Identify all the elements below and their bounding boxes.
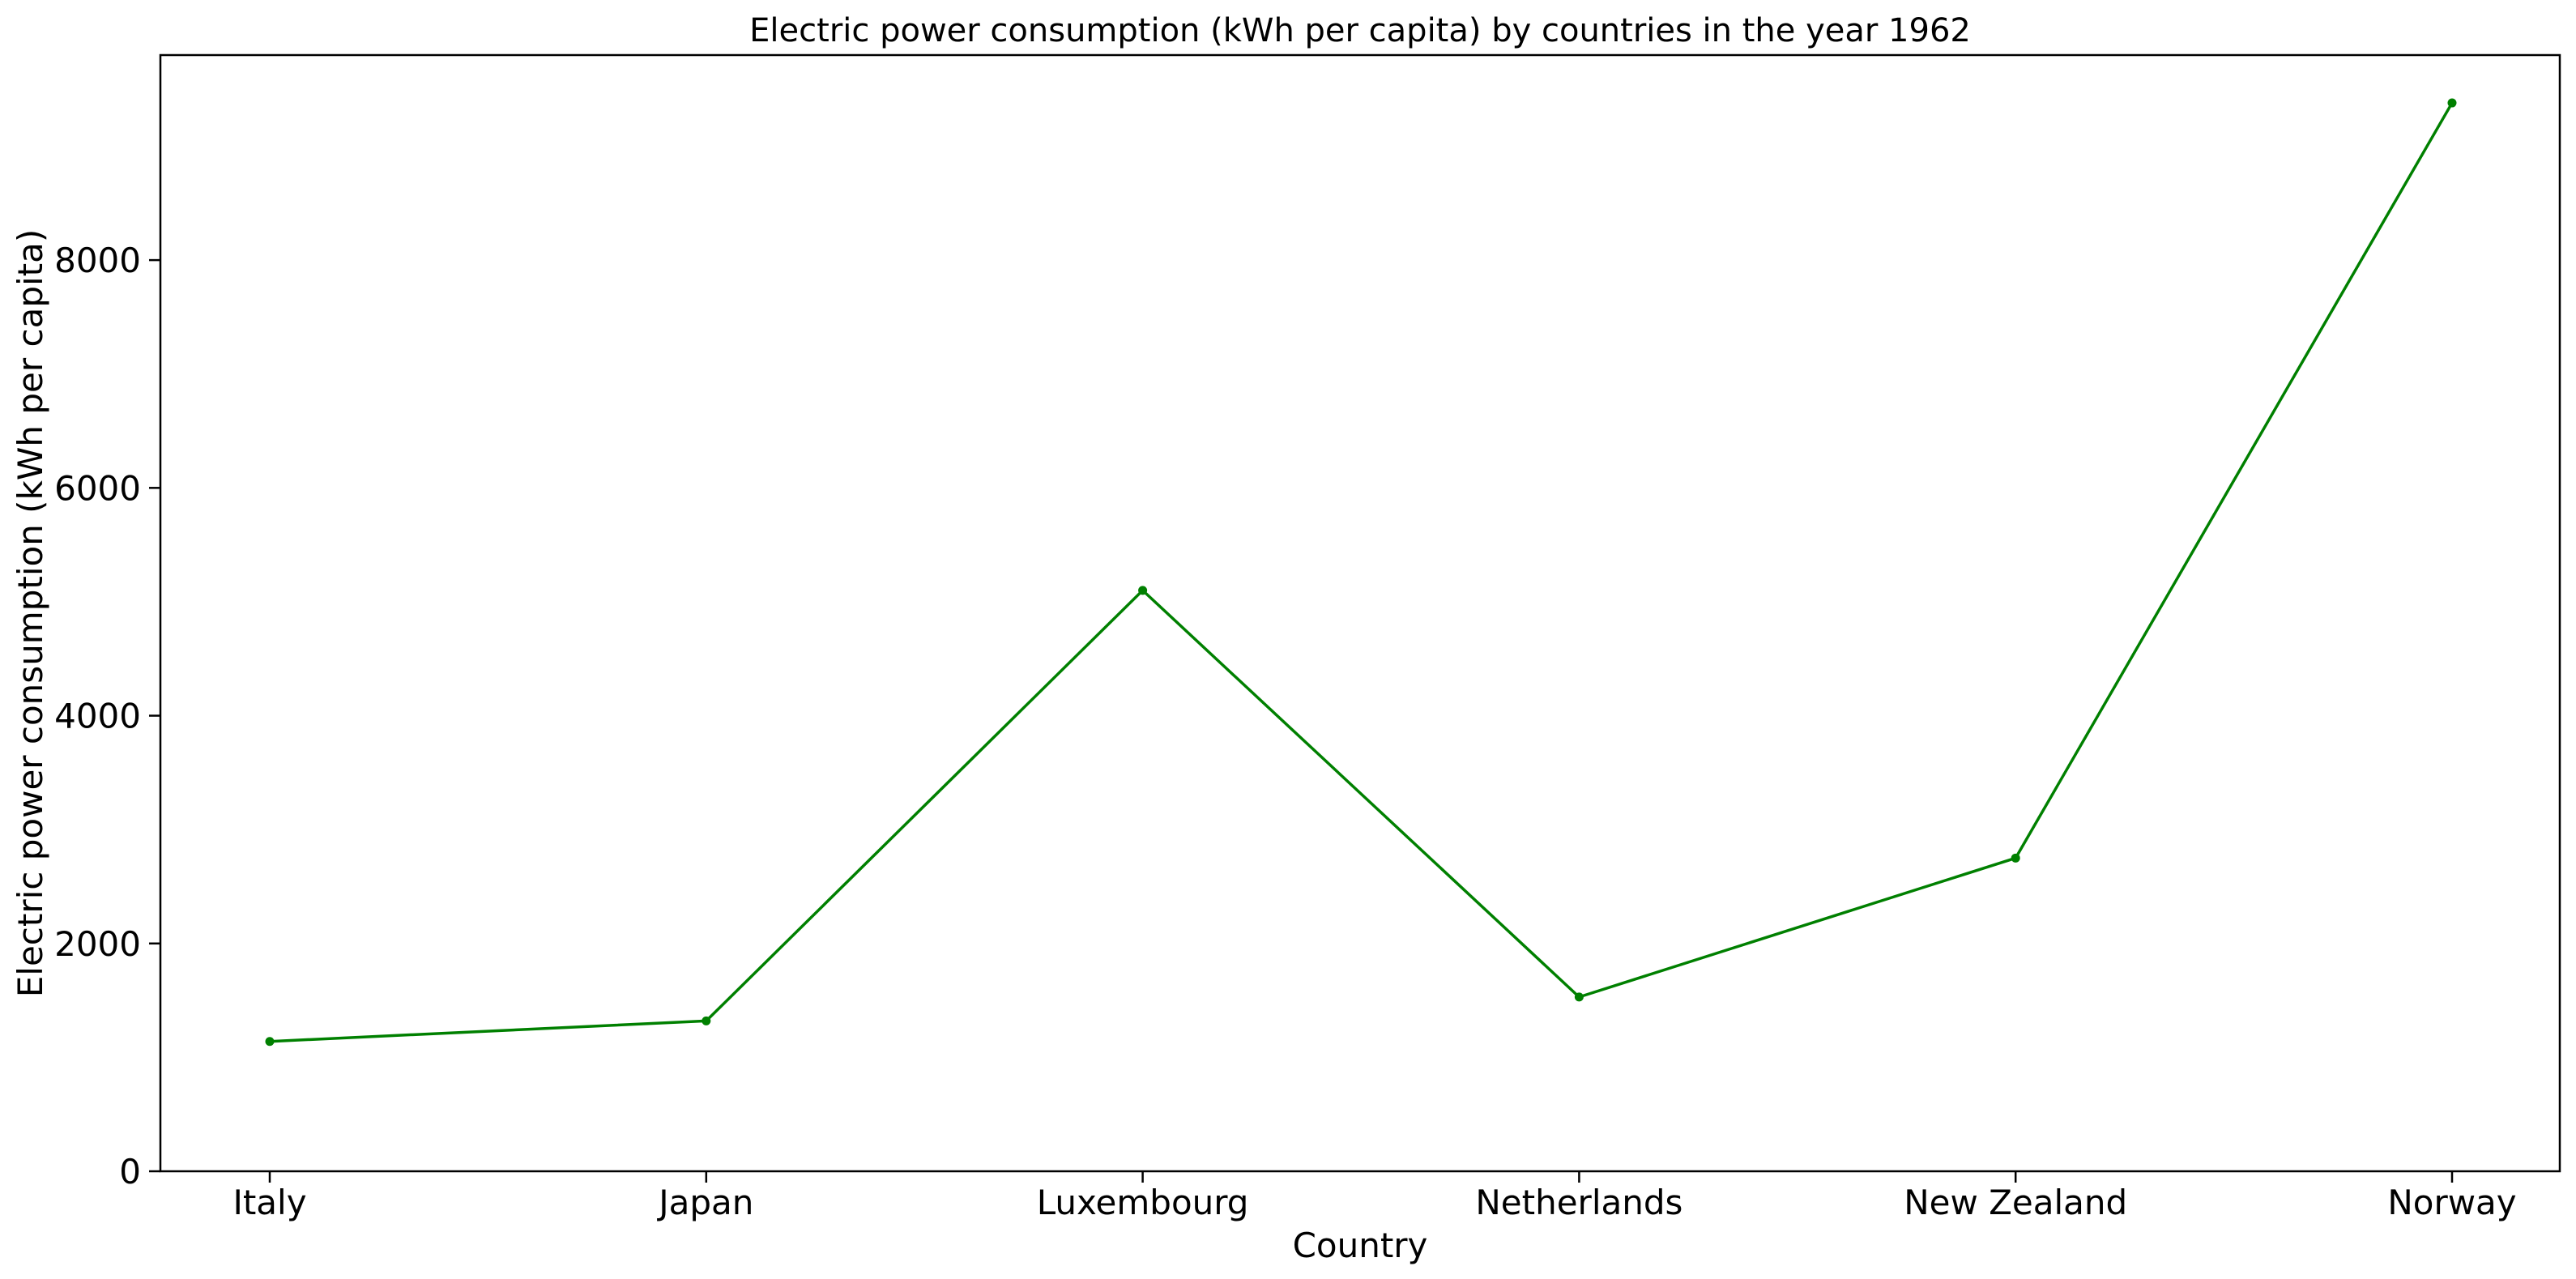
data-point (2011, 853, 2020, 863)
x-axis-label: Country (1293, 1226, 1428, 1265)
x-tick-label: Italy (232, 1183, 306, 1222)
chart-title: Electric power consumption (kWh per capi… (749, 12, 1971, 49)
x-axis: Italy Japan Luxembourg Netherlands New Zeala… (232, 1171, 2517, 1222)
y-tick-label: 4000 (54, 697, 141, 736)
series-line (269, 102, 2454, 1043)
plot-area (159, 53, 2561, 1173)
y-tick-label: 6000 (54, 468, 141, 508)
x-tick-label: Luxembourg (1037, 1183, 1249, 1222)
data-point (2447, 98, 2457, 108)
y-axis-label: Electric power consumption (kWh per capi… (11, 229, 50, 998)
x-tick-label: Japan (656, 1183, 753, 1222)
y-tick-label: 8000 (54, 241, 141, 280)
y-axis: 0 2000 4000 6000 8000 (54, 241, 160, 1192)
x-tick-label: Netherlands (1475, 1183, 1683, 1222)
data-point (1138, 586, 1148, 595)
y-tick-label: 2000 (54, 924, 141, 964)
y-tick-label: 0 (119, 1152, 141, 1192)
series-layer (265, 98, 2457, 1047)
data-point (702, 1016, 711, 1025)
data-point (1574, 992, 1584, 1002)
x-tick-label: Norway (2387, 1183, 2516, 1222)
data-point (265, 1037, 275, 1047)
x-tick-label: New Zealand (1904, 1183, 2127, 1222)
